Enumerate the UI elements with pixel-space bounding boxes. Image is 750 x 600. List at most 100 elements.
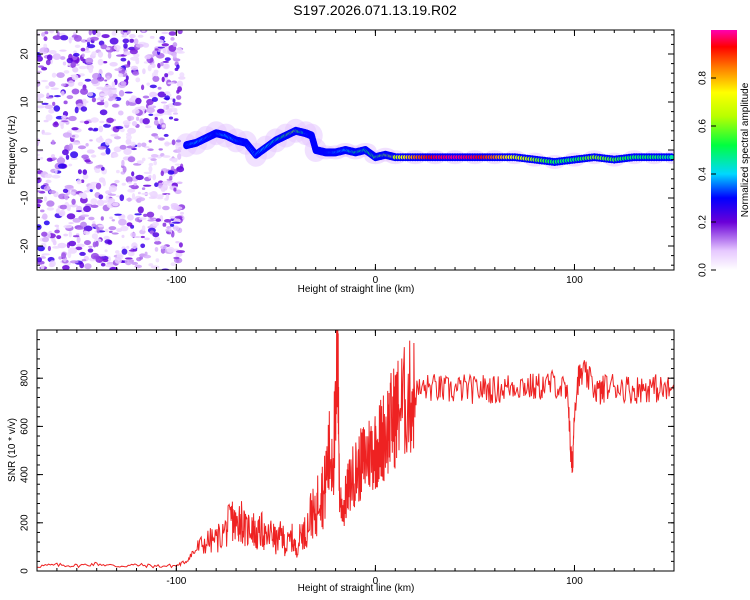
noise-blob: [178, 242, 183, 248]
noise-blob: [94, 168, 101, 174]
noise-blob: [118, 110, 124, 116]
noise-blob: [60, 56, 66, 60]
noise-blob: [162, 222, 167, 227]
noise-blob: [42, 132, 52, 136]
noise-blob: [103, 200, 108, 204]
noise-blob: [43, 43, 48, 49]
noise-blob: [140, 235, 145, 239]
spectrogram-xlabel: Height of straight line (km): [298, 284, 415, 295]
noise-blob: [53, 95, 62, 98]
noise-blob: [56, 208, 60, 214]
noise-blob: [45, 96, 54, 99]
noise-blob: [118, 218, 127, 226]
noise-blob: [105, 47, 111, 51]
noise-blob: [88, 183, 96, 190]
x-tick-label: 100: [566, 576, 583, 587]
noise-blob: [167, 71, 174, 76]
noise-blob: [51, 236, 56, 243]
noise-blob: [173, 101, 182, 106]
noise-blob: [38, 65, 44, 68]
noise-blob: [80, 221, 87, 228]
noise-blob: [37, 32, 40, 36]
noise-blob: [88, 216, 95, 221]
noise-blob: [37, 93, 45, 98]
colorbar-tick-label: 0.6: [698, 119, 709, 133]
noise-blob: [90, 154, 97, 158]
noise-blob: [171, 139, 176, 146]
noise-blob: [46, 54, 53, 61]
noise-blob: [106, 117, 114, 124]
noise-blob: [130, 65, 139, 71]
noise-blob: [132, 71, 140, 76]
noise-blob: [130, 141, 136, 147]
noise-blob: [56, 31, 60, 37]
y-tick-label: 20: [20, 48, 31, 60]
noise-blob: [145, 125, 152, 129]
noise-blob: [40, 264, 45, 270]
noise-blob: [41, 79, 48, 83]
noise-blob: [97, 224, 104, 228]
noise-blob: [76, 243, 85, 248]
noise-blob: [104, 249, 108, 253]
noise-blob: [89, 139, 93, 142]
noise-blob: [163, 133, 169, 137]
noise-blob: [108, 226, 117, 231]
colorbar: 0.0 0.2 0.4 0.6 0.8 Normalized spectral ampl…: [698, 30, 750, 277]
noise-blob: [58, 211, 64, 216]
noise-blob: [123, 43, 128, 49]
noise-blob: [170, 165, 175, 172]
noise-blob: [84, 190, 91, 193]
noise-blob: [148, 139, 152, 143]
noise-blob: [98, 194, 104, 200]
noise-blob: [96, 97, 104, 101]
colorbar-tick-label: 0.2: [698, 215, 709, 229]
noise-blob: [173, 112, 178, 115]
noise-blob: [154, 70, 158, 77]
noise-blob: [64, 184, 74, 189]
noise-blob: [142, 95, 150, 99]
noise-blob: [88, 66, 94, 74]
noise-blob: [67, 80, 75, 87]
noise-blob: [148, 196, 158, 199]
noise-blob: [111, 232, 119, 235]
noise-blob: [157, 86, 162, 90]
noise-blob: [137, 197, 146, 202]
noise-blob: [152, 173, 157, 181]
noise-blob: [84, 120, 90, 125]
colorbar-tick-label: 0.0: [698, 263, 709, 277]
noise-blob: [88, 245, 93, 248]
noise-blob: [154, 240, 162, 245]
noise-blob: [90, 78, 99, 84]
noise-blob: [95, 165, 103, 169]
noise-blob: [42, 213, 48, 220]
noise-blob: [97, 86, 103, 90]
noise-blob: [82, 98, 87, 102]
noise-blob: [41, 32, 46, 37]
noise-blob: [126, 30, 131, 35]
noise-blob: [54, 224, 60, 228]
noise-blob: [151, 97, 158, 102]
noise-blob: [148, 174, 152, 179]
noise-blob: [61, 120, 69, 123]
noise-blob: [126, 197, 133, 202]
noise-blob: [170, 262, 176, 267]
noise-blob: [42, 236, 49, 243]
noise-blob: [45, 114, 53, 121]
noise-blob: [129, 38, 135, 43]
y-tick-label: 10: [20, 96, 31, 108]
noise-blob: [91, 233, 98, 240]
noise-blob: [114, 68, 123, 71]
noise-blob: [63, 100, 68, 105]
noise-blob: [148, 165, 153, 173]
noise-blob: [73, 35, 82, 42]
noise-blob: [114, 179, 120, 184]
noise-blob: [127, 188, 136, 193]
noise-blob: [167, 82, 175, 85]
noise-blob: [149, 91, 158, 98]
noise-blob: [56, 157, 66, 165]
noise-blob: [134, 213, 142, 216]
noise-blob: [80, 214, 90, 217]
noise-blob: [37, 245, 45, 252]
noise-blob: [102, 258, 109, 263]
